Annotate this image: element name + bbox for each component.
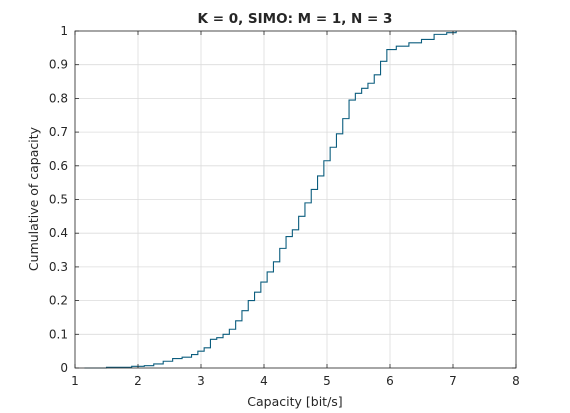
cdf-line xyxy=(84,31,457,369)
x-tick-label: 6 xyxy=(386,374,394,388)
axis-ticks: 1 2 3 4 5 6 7 8 0 0.1 0.2 0.3 0.4 0.5 0.6 0.7 0.8 0.9 1 xyxy=(49,24,520,388)
x-tick-label: 5 xyxy=(323,374,331,388)
chart-title: K = 0, SIMO: M = 1, N = 3 xyxy=(198,11,393,27)
data-series xyxy=(84,31,457,369)
y-tick-label: 0.5 xyxy=(49,193,68,207)
y-tick-label: 0.6 xyxy=(49,159,68,173)
y-axis-label: Cumulative of capacity xyxy=(26,126,41,271)
y-tick-label: 0.2 xyxy=(49,294,68,308)
y-tick-label: 0.3 xyxy=(49,260,68,274)
y-tick-label: 0.7 xyxy=(49,125,68,139)
y-tick-label: 0.1 xyxy=(49,327,68,341)
x-tick-label: 8 xyxy=(512,374,520,388)
x-tick-label: 3 xyxy=(197,374,205,388)
x-tick-label: 2 xyxy=(134,374,142,388)
y-tick-label: 1 xyxy=(60,24,68,38)
y-tick-label: 0 xyxy=(60,361,68,375)
x-tick-label: 4 xyxy=(260,374,268,388)
x-tick-label: 7 xyxy=(449,374,457,388)
y-tick-label: 0.4 xyxy=(49,226,68,240)
x-axis-label: Capacity [bit/s] xyxy=(247,394,342,409)
y-tick-label: 0.8 xyxy=(49,91,68,105)
x-tick-label: 1 xyxy=(71,374,79,388)
y-tick-label: 0.9 xyxy=(49,58,68,72)
